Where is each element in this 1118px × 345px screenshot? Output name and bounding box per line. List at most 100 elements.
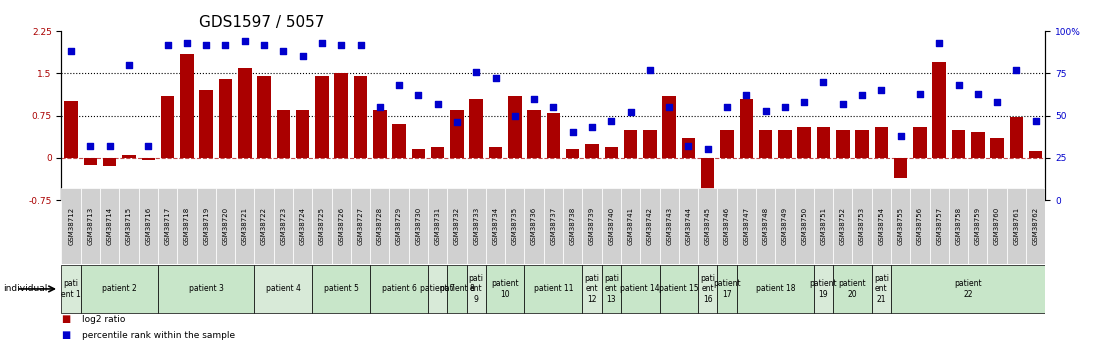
Point: [1007, 67, 1025, 73]
Text: GSM38736: GSM38736: [531, 207, 537, 245]
Bar: [219, 79, 233, 158]
Point: [294, 54, 312, 59]
Bar: [411, 149, 425, 158]
Bar: [894, 158, 908, 178]
Text: GSM38757: GSM38757: [936, 207, 942, 245]
Point: [757, 108, 775, 113]
Text: ■: ■: [61, 330, 70, 340]
Bar: [852, 188, 872, 264]
Text: GSM38724: GSM38724: [300, 207, 305, 245]
Bar: [351, 188, 370, 264]
Bar: [524, 188, 543, 264]
Bar: [679, 188, 698, 264]
Text: GSM38721: GSM38721: [241, 207, 248, 245]
Bar: [874, 127, 888, 158]
Point: [641, 67, 659, 73]
Bar: [833, 265, 872, 313]
Point: [795, 99, 813, 105]
Point: [718, 104, 736, 110]
Text: patient
19: patient 19: [809, 279, 837, 299]
Point: [872, 87, 890, 93]
Bar: [641, 188, 660, 264]
Text: GSM38716: GSM38716: [145, 207, 151, 245]
Bar: [987, 188, 1006, 264]
Bar: [547, 113, 560, 158]
Text: GSM38746: GSM38746: [724, 207, 730, 245]
Bar: [949, 188, 968, 264]
Point: [486, 76, 504, 81]
Bar: [814, 265, 833, 313]
Text: patient 3: patient 3: [189, 284, 224, 294]
Text: patient
10: patient 10: [492, 279, 519, 299]
Bar: [563, 188, 582, 264]
Bar: [932, 62, 946, 158]
Bar: [451, 110, 464, 158]
Bar: [737, 265, 814, 313]
Text: GSM38742: GSM38742: [647, 207, 653, 245]
Point: [776, 104, 794, 110]
Text: GSM38722: GSM38722: [260, 207, 267, 245]
Bar: [370, 265, 428, 313]
Point: [911, 91, 929, 96]
Bar: [929, 188, 949, 264]
Text: GSM38745: GSM38745: [704, 207, 711, 245]
Bar: [855, 130, 869, 158]
Point: [738, 92, 756, 98]
Text: GSM38726: GSM38726: [339, 207, 344, 245]
Bar: [817, 127, 831, 158]
Text: pati
ent 1: pati ent 1: [61, 279, 80, 299]
Bar: [428, 188, 447, 264]
Bar: [508, 96, 522, 158]
Bar: [1029, 151, 1042, 158]
Bar: [718, 188, 737, 264]
Bar: [470, 99, 483, 158]
Bar: [1006, 188, 1026, 264]
Text: GSM38748: GSM38748: [762, 207, 768, 245]
Bar: [274, 188, 293, 264]
Bar: [720, 130, 733, 158]
Bar: [891, 265, 1045, 313]
Point: [371, 104, 389, 110]
Bar: [158, 188, 178, 264]
Text: GSM38735: GSM38735: [512, 207, 518, 245]
Bar: [643, 130, 656, 158]
Text: GSM38759: GSM38759: [975, 207, 980, 245]
Point: [969, 91, 987, 96]
Text: patient 6: patient 6: [381, 284, 417, 294]
Text: GSM38719: GSM38719: [203, 207, 209, 245]
Text: pati
ent
9: pati ent 9: [468, 274, 484, 304]
Bar: [797, 127, 811, 158]
Text: GSM38743: GSM38743: [666, 207, 672, 245]
Point: [120, 62, 138, 68]
Text: GSM38728: GSM38728: [377, 207, 382, 245]
Bar: [775, 188, 795, 264]
Bar: [430, 147, 445, 158]
Bar: [197, 188, 216, 264]
Point: [603, 118, 620, 124]
Point: [505, 113, 523, 118]
Bar: [296, 110, 310, 158]
Point: [332, 42, 350, 47]
Text: GSM38737: GSM38737: [550, 207, 557, 245]
Text: GSM38753: GSM38753: [859, 207, 865, 245]
Point: [255, 42, 273, 47]
Point: [313, 40, 331, 46]
Text: patient 18: patient 18: [756, 284, 795, 294]
Text: pati
ent
21: pati ent 21: [874, 274, 889, 304]
Text: individual: individual: [3, 284, 48, 294]
Text: GSM38718: GSM38718: [183, 207, 190, 245]
Bar: [61, 188, 80, 264]
Bar: [216, 188, 235, 264]
Bar: [682, 138, 695, 158]
Bar: [740, 99, 754, 158]
Bar: [737, 188, 756, 264]
Bar: [84, 158, 97, 165]
Text: patient 5: patient 5: [324, 284, 359, 294]
Bar: [698, 188, 718, 264]
Bar: [334, 73, 348, 158]
Text: GSM38714: GSM38714: [106, 207, 113, 245]
Bar: [872, 265, 891, 313]
Bar: [891, 188, 910, 264]
Bar: [660, 188, 679, 264]
Bar: [447, 188, 466, 264]
